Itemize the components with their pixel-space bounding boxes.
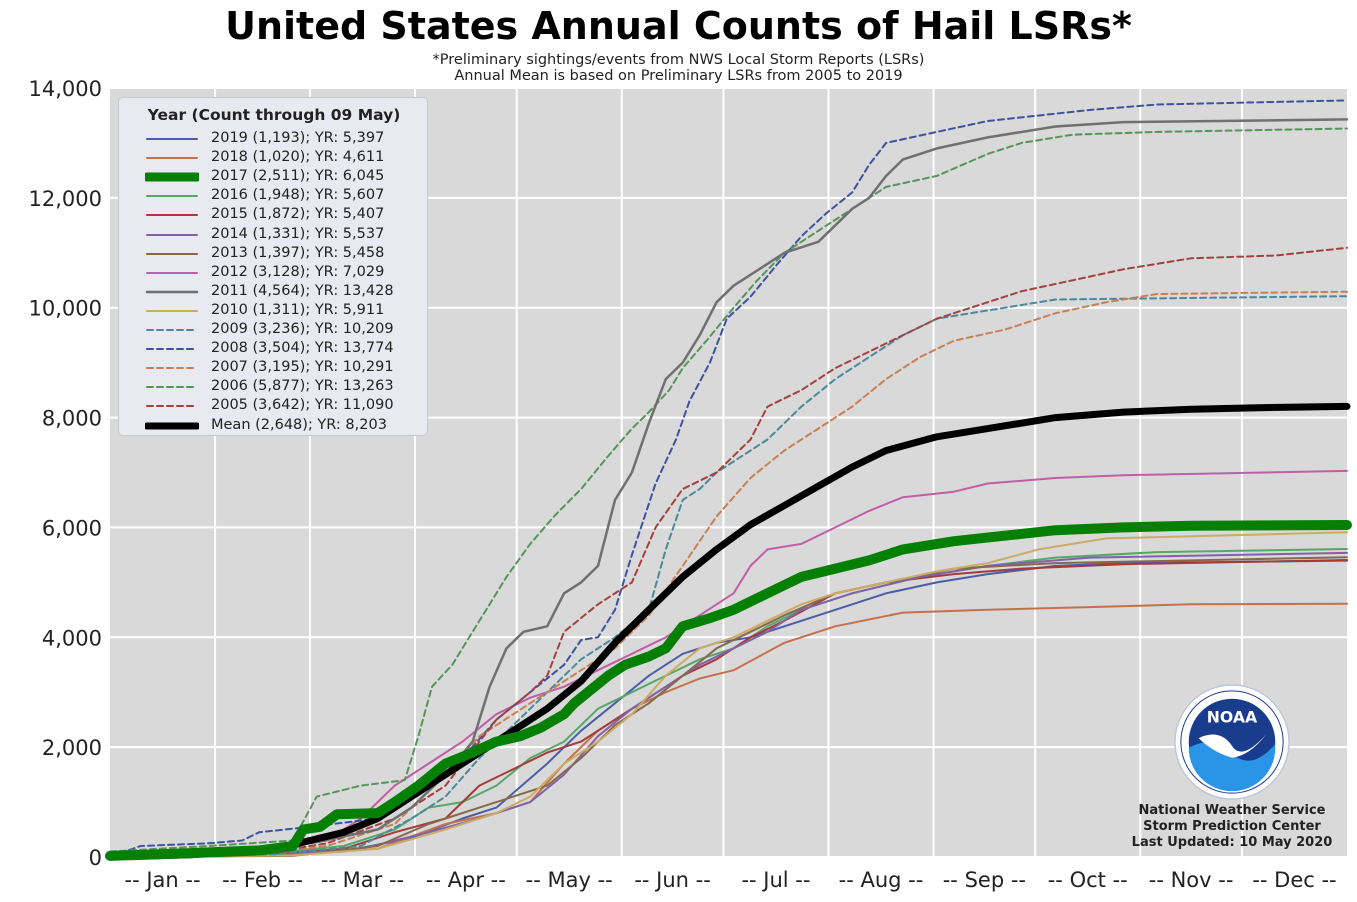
chart-subtitle-2: Annual Mean is based on Preliminary LSRs… [454, 68, 903, 84]
legend-item: 2018 (1,020); YR: 4,611 [119, 149, 429, 168]
y-tick-label: 8,000 [42, 407, 102, 431]
noaa-logo-text: NOAA [1207, 707, 1258, 726]
legend-label: 2014 (1,331); YR: 5,537 [211, 225, 385, 242]
y-axis: 0 2,000 4,000 6,000 8,000 10,000 12,000 14,000 [29, 77, 102, 870]
legend-swatch [146, 309, 198, 312]
y-tick-label: 12,000 [29, 187, 102, 211]
x-tick-label: -- Aug -- [839, 868, 924, 892]
chart-title: United States Annual Counts of Hail LSRs… [225, 4, 1132, 48]
legend-item: 2006 (5,877); YR: 13,263 [119, 378, 429, 397]
series-line-7 [109, 469, 1348, 858]
x-tick-label: -- Mar -- [321, 868, 404, 892]
credits-line-1: National Weather Service [1138, 803, 1326, 818]
legend-label: 2010 (1,311); YR: 5,911 [211, 301, 385, 318]
legend: Year (Count through 09 May) 2019 (1,193)… [118, 97, 428, 436]
legend-item: 2010 (1,311); YR: 5,911 [119, 302, 429, 321]
x-tick-label: -- Apr -- [426, 868, 506, 892]
y-tick-label: 6,000 [42, 516, 102, 540]
x-tick-label: -- Nov -- [1149, 868, 1234, 892]
series-line-11 [109, 99, 1348, 858]
y-tick-label: 10,000 [29, 297, 102, 321]
legend-item: 2008 (3,504); YR: 13,774 [119, 340, 429, 359]
legend-item: 2019 (1,193); YR: 5,397 [119, 130, 429, 149]
x-tick-label: -- Jan -- [125, 868, 201, 892]
legend-swatch [146, 329, 198, 331]
legend-label: 2015 (1,872); YR: 5,407 [211, 206, 385, 223]
credits-line-2: Storm Prediction Center [1143, 819, 1321, 834]
y-tick-label: 4,000 [42, 626, 102, 650]
legend-item: 2013 (1,397); YR: 5,458 [119, 245, 429, 264]
x-tick-label: -- Jun -- [634, 868, 710, 892]
legend-title: Year (Count through 09 May) [147, 106, 401, 124]
legend-label: Mean (2,648); YR: 8,203 [211, 416, 387, 433]
legend-item: 2012 (3,128); YR: 7,029 [119, 264, 429, 283]
legend-label: 2018 (1,020); YR: 4,611 [211, 149, 385, 166]
x-axis: -- Jan -- -- Feb -- -- Mar -- -- Apr -- -- M… [125, 868, 1337, 892]
x-tick-label: -- May -- [526, 868, 613, 892]
legend-label: 2007 (3,195); YR: 10,291 [211, 359, 394, 376]
x-tick-label: -- Feb -- [222, 868, 303, 892]
legend-swatch [145, 172, 199, 182]
legend-item: 2016 (1,948); YR: 5,607 [119, 187, 429, 206]
series-line-5 [109, 551, 1348, 858]
series-line-10 [109, 295, 1348, 858]
x-tick-label: -- Oct -- [1048, 868, 1128, 892]
legend-item: 2005 (3,642); YR: 11,090 [119, 397, 429, 416]
legend-label: 2012 (3,128); YR: 7,029 [211, 263, 385, 280]
legend-label: 2008 (3,504); YR: 13,774 [211, 340, 394, 357]
legend-swatch [146, 138, 198, 140]
credits-line-3: Last Updated: 10 May 2020 [1131, 835, 1333, 850]
credits: National Weather Service Storm Predictio… [1112, 803, 1352, 851]
x-tick-label: -- Sep -- [943, 868, 1026, 892]
legend-item: Mean (2,648); YR: 8,203 [119, 417, 429, 436]
legend-item: 2017 (2,511); YR: 6,045 [119, 168, 429, 187]
legend-item: 2015 (1,872); YR: 5,407 [119, 206, 429, 225]
x-tick-label: -- Jul -- [741, 868, 810, 892]
legend-label: 2013 (1,397); YR: 5,458 [211, 244, 385, 261]
legend-item: 2007 (3,195); YR: 10,291 [119, 359, 429, 378]
legend-swatch [145, 422, 199, 429]
legend-swatch [146, 233, 198, 236]
noaa-logo-icon: NOAA [1174, 684, 1290, 800]
legend-swatch [146, 405, 198, 408]
legend-label: 2011 (4,564); YR: 13,428 [211, 282, 394, 299]
y-tick-label: 0 [89, 846, 102, 870]
legend-swatch [146, 386, 198, 389]
series-line-2 [105, 520, 1352, 861]
series-line-9 [109, 531, 1348, 858]
legend-item: 2014 (1,331); YR: 5,537 [119, 226, 429, 245]
legend-swatch [146, 271, 198, 274]
legend-swatch [146, 157, 198, 160]
legend-label: 2019 (1,193); YR: 5,397 [211, 130, 385, 146]
legend-swatch [146, 195, 198, 198]
y-tick-label: 14,000 [29, 77, 102, 101]
legend-item: 2011 (4,564); YR: 13,428 [119, 283, 429, 302]
legend-swatch [146, 252, 198, 255]
legend-label: 2006 (5,877); YR: 13,263 [211, 378, 394, 395]
series-layer [105, 99, 1352, 861]
legend-swatch [146, 367, 198, 370]
x-tick-label: -- Dec -- [1252, 868, 1336, 892]
series-line-15 [106, 402, 1351, 861]
y-tick-label: 2,000 [42, 736, 102, 760]
legend-swatch [146, 214, 198, 217]
legend-item: 2009 (3,236); YR: 10,209 [119, 321, 429, 340]
series-line-8 [108, 118, 1349, 859]
legend-label: 2017 (2,511); YR: 6,045 [211, 168, 385, 185]
legend-label: 2016 (1,948); YR: 5,607 [211, 187, 385, 204]
chart-subtitle-1: *Preliminary sightings/events from NWS L… [432, 52, 925, 68]
series-line-1 [109, 602, 1348, 858]
legend-swatch [146, 348, 198, 351]
legend-label: 2005 (3,642); YR: 11,090 [211, 397, 394, 414]
legend-swatch [145, 290, 199, 294]
legend-label: 2009 (3,236); YR: 10,209 [211, 321, 394, 337]
